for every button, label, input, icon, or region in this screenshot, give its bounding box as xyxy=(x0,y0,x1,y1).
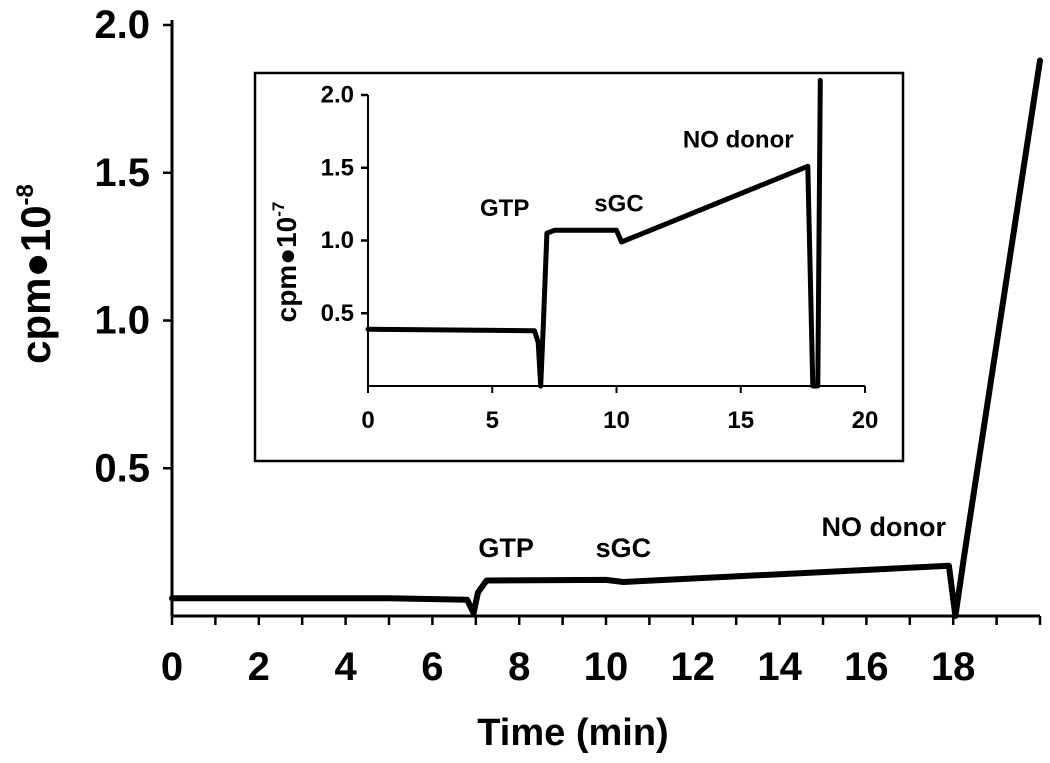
inset-chart: 0 5 10 15 20 0.5 1.0 1.5 2.0 GTP sGC NO donor cpm… xyxy=(253,71,905,463)
inset-annotation: NO donor xyxy=(683,126,794,153)
main-y-tick-label: 1.5 xyxy=(94,151,150,195)
main-y-tick-label: 1.0 xyxy=(94,299,150,343)
inset-frame xyxy=(253,71,905,463)
inset-x-tick-label: 10 xyxy=(603,407,630,434)
inset-x-tick-label: 20 xyxy=(852,407,879,434)
inset-x-tick-label: 5 xyxy=(486,407,499,434)
main-x-tick-label: 6 xyxy=(421,645,443,689)
inset-x-tick-label: 15 xyxy=(727,407,754,434)
main-x-tick-label: 0 xyxy=(161,645,183,689)
inset-annotation: GTP xyxy=(480,195,529,222)
inset-annotation: sGC xyxy=(594,190,643,217)
main-y-tick-label: 0.5 xyxy=(94,446,150,490)
inset-x-ticks: 0 5 10 15 20 xyxy=(361,386,878,434)
inset-y-axis-label: cpm●10-7 xyxy=(269,202,302,323)
main-x-tick-label: 14 xyxy=(757,645,802,689)
main-annotations: GTP sGC NO donor xyxy=(478,512,946,563)
main-annotation: NO donor xyxy=(822,512,947,542)
main-x-tick-label: 12 xyxy=(671,645,716,689)
inset-y-tick-label: 0.5 xyxy=(321,300,354,327)
inset-annotations: GTP sGC NO donor xyxy=(480,126,794,221)
inset-y-tick-label: 2.0 xyxy=(321,82,354,109)
inset-y-tick-label: 1.5 xyxy=(321,154,354,181)
main-annotation: sGC xyxy=(596,533,652,563)
inset-x-tick-label: 0 xyxy=(361,407,374,434)
main-y-ticks: 0.5 1.0 1.5 2.0 xyxy=(94,3,172,490)
main-x-tick-label: 8 xyxy=(508,645,530,689)
inset-y-tick-label: 1.0 xyxy=(321,227,354,254)
main-x-axis-label: Time (min) xyxy=(477,712,668,754)
main-x-tick-label: 18 xyxy=(931,645,976,689)
main-y-axis-label: cpm●10-8 xyxy=(12,184,59,364)
inset-y-ticks: 0.5 1.0 1.5 2.0 xyxy=(321,82,368,327)
main-x-ticks: 0 2 4 6 8 10 12 14 16 18 xyxy=(161,616,1042,689)
main-x-tick-label: 2 xyxy=(248,645,270,689)
main-x-tick-label: 10 xyxy=(584,645,629,689)
main-series-line xyxy=(169,57,1043,619)
main-chart: 0 2 4 6 8 10 12 14 16 18 0.5 1.0 1.5 2.0 GTP sGC NO do… xyxy=(12,3,1043,754)
main-x-tick-label: 4 xyxy=(334,645,357,689)
main-x-tick-label: 16 xyxy=(844,645,889,689)
inset-series-line xyxy=(365,77,823,389)
main-annotation: GTP xyxy=(478,533,534,563)
main-y-tick-label: 2.0 xyxy=(94,3,150,47)
